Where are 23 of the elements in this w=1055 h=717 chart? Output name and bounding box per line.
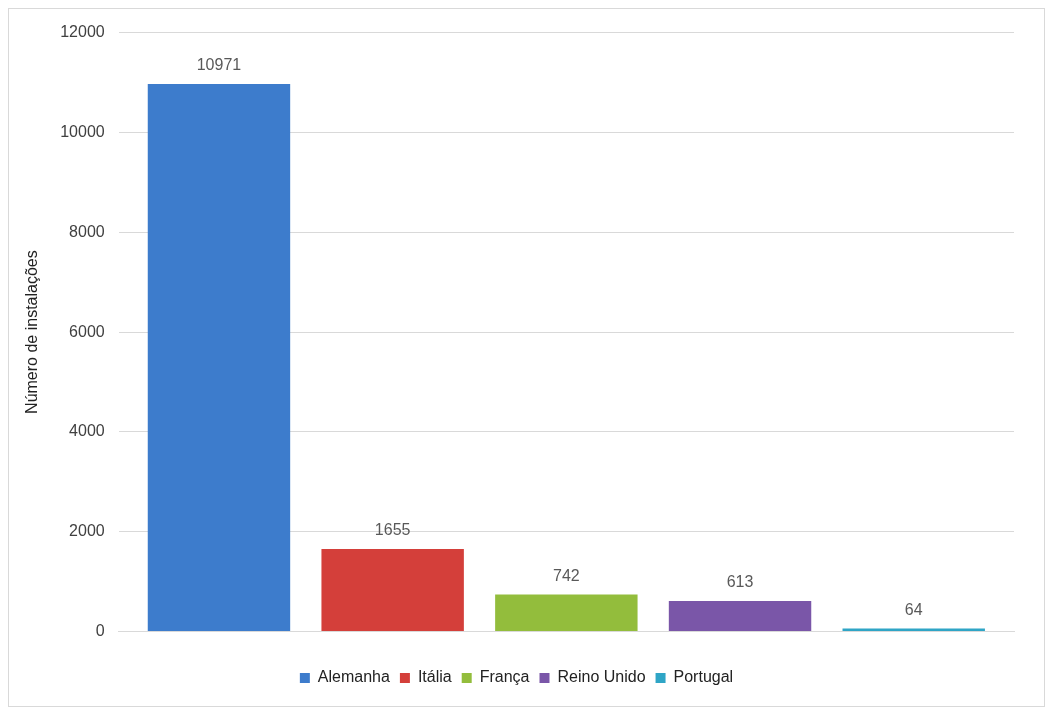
y-tick-label: 0 [95,622,105,640]
bar [668,601,812,632]
legend-label: Alemanha [317,668,390,686]
y-tick-label: 6000 [69,322,105,340]
bar [495,594,638,632]
data-label: 64 [904,600,923,618]
y-tick-label: 8000 [69,222,105,240]
y-tick-label: 12000 [60,23,105,41]
legend-label: Portugal [673,668,734,686]
y-axis-title: Número de instalações [23,250,41,414]
data-label: 613 [726,573,754,591]
legend-label: Reino Unido [557,668,646,686]
bar [842,628,985,632]
legend-label: França [479,668,530,686]
y-tick-label: 2000 [69,522,105,540]
y-tick-label: 4000 [69,422,105,440]
data-label: 742 [552,566,580,584]
bar [321,548,464,632]
bar [147,83,291,632]
data-label: 1655 [374,521,411,539]
data-label: 10971 [196,56,242,74]
y-tick-label: 10000 [60,122,105,140]
legend-label: Itália [417,668,452,686]
